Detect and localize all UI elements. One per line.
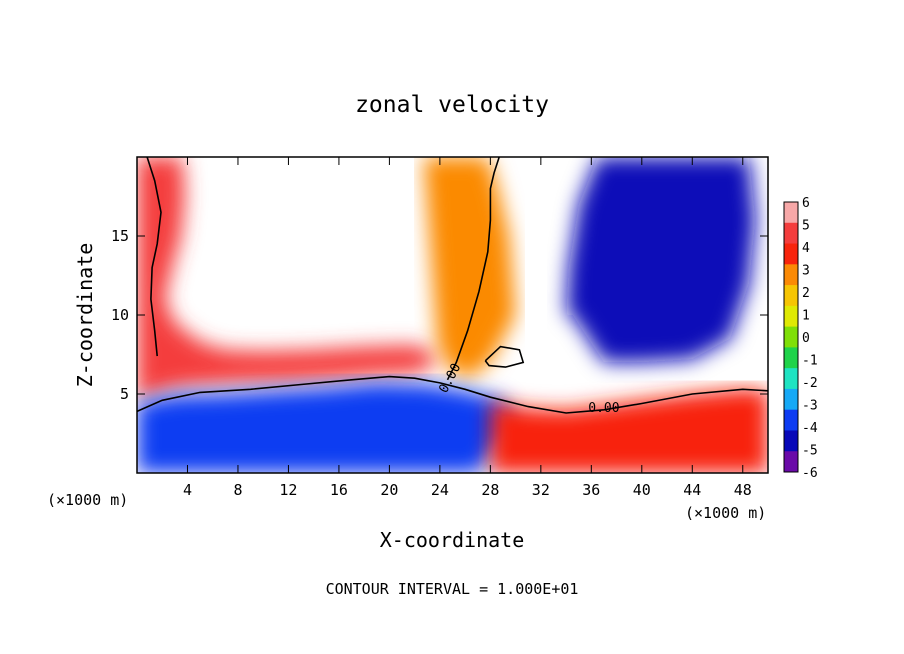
colorbar-swatch (784, 305, 798, 328)
colorbar-swatch (784, 326, 798, 348)
x-axis: 4 8 12 16 20 24 28 32 36 40 44 48 (183, 157, 752, 499)
field-region-west-upper (137, 157, 438, 401)
colorbar-label: -3 (802, 399, 818, 414)
colorbar-swatch (784, 285, 798, 307)
zero-contour-lower (137, 375, 768, 414)
colorbar-swatch (784, 347, 798, 369)
colorbar-label: 3 (802, 264, 810, 279)
x-tick-label: 44 (683, 481, 701, 499)
zero-contour-vertical (446, 157, 500, 381)
colorbar-swatch (784, 202, 798, 224)
colorbar-swatch (784, 222, 798, 245)
x-tick-label: 48 (734, 481, 752, 499)
x-tick-label: 8 (233, 481, 242, 499)
zero-contour-blob (484, 345, 525, 368)
colorbar-label: -6 (802, 466, 818, 481)
field-layer (137, 157, 768, 473)
x-tick-label: 24 (431, 481, 449, 499)
colorbar-label: 2 (802, 286, 810, 301)
y-axis-label: Z-coordinate (73, 243, 97, 388)
colorbar-label: 0 (802, 331, 810, 346)
colorbar-swatch (784, 264, 798, 286)
field-region-central-jet (423, 157, 516, 379)
colorbar-label: 1 (802, 309, 810, 324)
contour-interval-note: CONTOUR INTERVAL = 1.000E+01 (326, 580, 579, 598)
x-unit-left: (×1000 m) (47, 491, 128, 509)
colorbar-swatch (784, 388, 798, 411)
x-tick-label: 16 (330, 481, 348, 499)
y-tick-label: 15 (111, 227, 129, 245)
y-axis: 5 10 15 (111, 227, 768, 403)
colorbar-swatch (784, 451, 798, 473)
field-region-east-lower (490, 389, 768, 473)
x-unit-right: (×1000 m) (685, 504, 766, 522)
x-tick-label: 36 (582, 481, 600, 499)
colorbar-label: 4 (802, 241, 810, 256)
field-region-west-lower (137, 382, 516, 473)
x-tick-label: 20 (380, 481, 398, 499)
colorbar-label: 6 (802, 196, 810, 211)
chart-title: zonal velocity (355, 92, 549, 118)
colorbar-label: -2 (802, 376, 818, 391)
x-tick-label: 40 (633, 481, 651, 499)
x-axis-label: X-coordinate (380, 528, 525, 552)
field-region-east-upper (566, 157, 756, 363)
colorbar-swatch (784, 243, 798, 265)
colorbar-swatch (784, 430, 798, 452)
colorbar-label: -5 (802, 444, 818, 459)
colorbar-label: -4 (802, 421, 818, 436)
colorbar-label: 5 (802, 219, 810, 234)
contour-label: 0.00 (588, 401, 619, 416)
x-tick-label: 32 (532, 481, 550, 499)
y-tick-label: 10 (111, 306, 129, 324)
colorbar-swatch (784, 409, 798, 431)
colorbar-frame (783, 201, 799, 473)
colorbar: 6 5 4 3 2 1 0 -1 -2 -3 -4 -5 -6 (783, 196, 818, 481)
x-tick-label: 28 (481, 481, 499, 499)
y-tick-label: 5 (120, 385, 129, 403)
colorbar-label: -1 (802, 354, 818, 369)
x-tick-label: 4 (183, 481, 192, 499)
colorbar-swatch (784, 368, 798, 390)
x-tick-label: 12 (279, 481, 297, 499)
zero-contour-edge-left (146, 157, 162, 357)
